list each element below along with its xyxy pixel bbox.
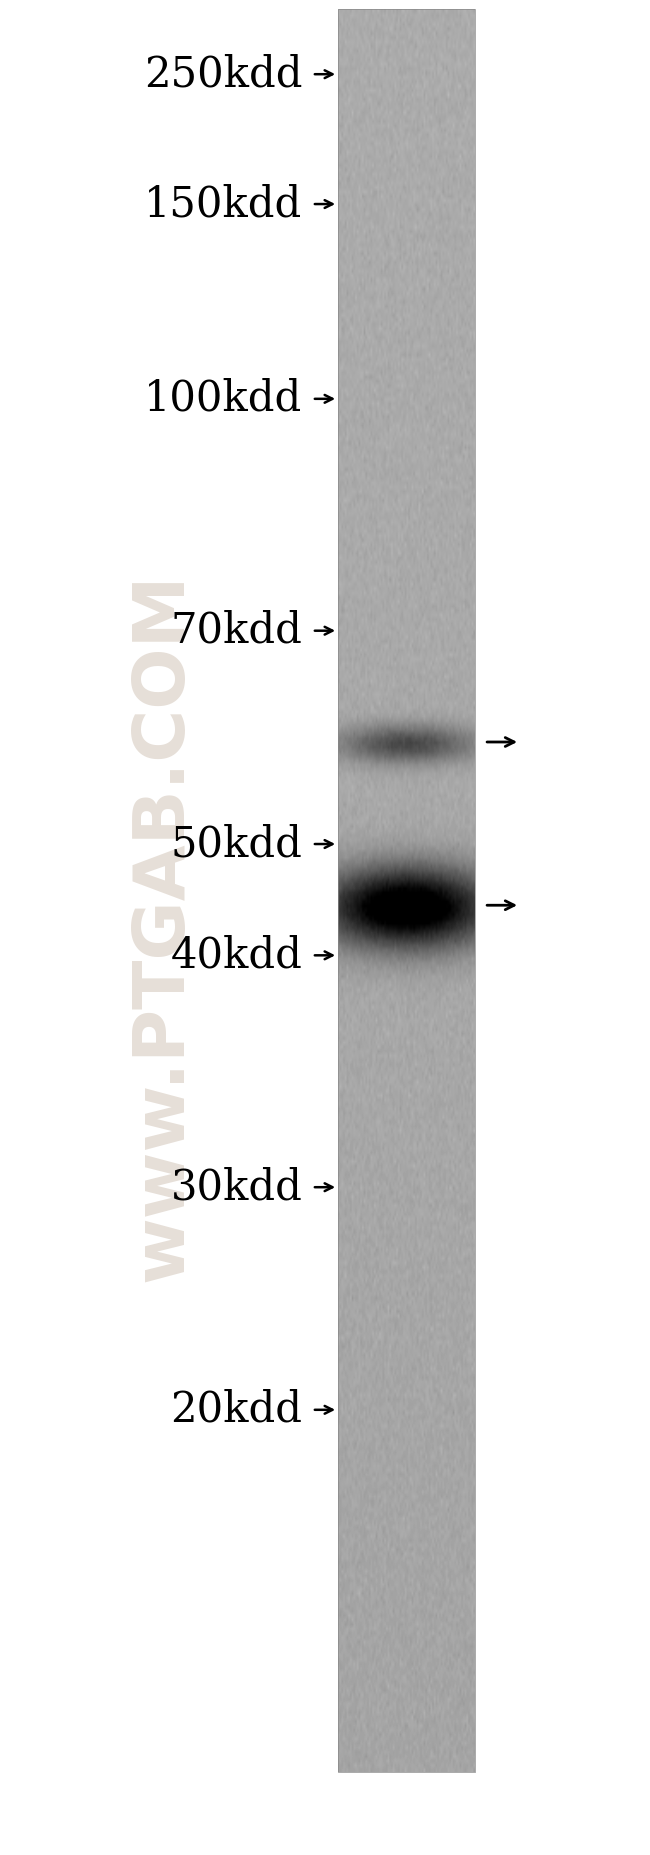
Text: 40kdd: 40kdd <box>170 935 302 976</box>
Text: www.PTGAB.COM: www.PTGAB.COM <box>128 573 197 1282</box>
Text: 100kdd: 100kdd <box>144 378 302 419</box>
Text: 250kdd: 250kdd <box>144 54 302 95</box>
Text: 150kdd: 150kdd <box>144 184 302 224</box>
Text: 50kdd: 50kdd <box>170 824 302 864</box>
Text: 20kdd: 20kdd <box>170 1389 302 1430</box>
Text: 30kdd: 30kdd <box>170 1167 302 1208</box>
Text: 70kdd: 70kdd <box>170 610 302 651</box>
Bar <box>338 9 474 1772</box>
